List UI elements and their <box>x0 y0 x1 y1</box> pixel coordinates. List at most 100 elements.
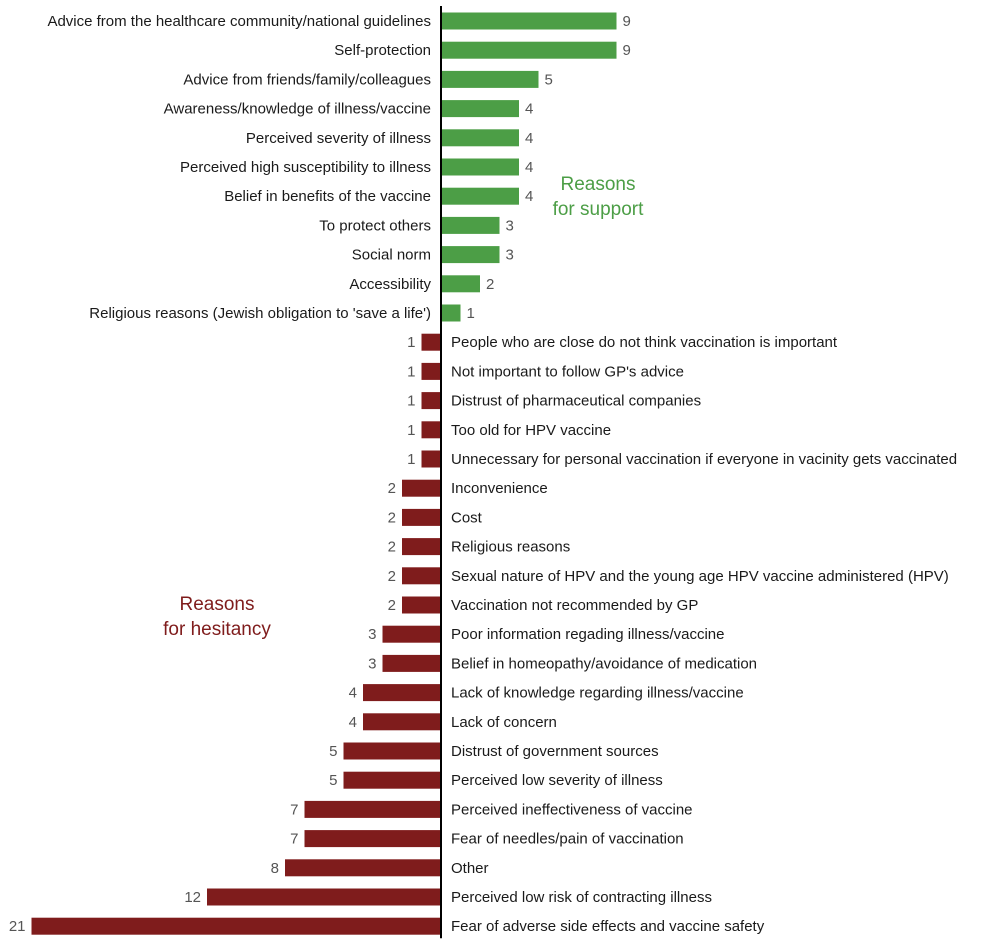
hesitancy-category-label: Vaccination not recommended by GP <box>451 597 698 614</box>
support-group-label-line1: Reasons <box>561 174 636 195</box>
support-category-label: Awareness/knowledge of illness/vaccine <box>164 101 431 118</box>
hesitancy-bar <box>421 333 441 351</box>
support-bar <box>441 12 617 30</box>
hesitancy-category-label: Other <box>451 860 489 877</box>
hesitancy-value-label: 7 <box>290 831 298 848</box>
support-bar <box>441 70 539 88</box>
hesitancy-category-label: Sexual nature of HPV and the young age H… <box>451 568 949 585</box>
bars-layer <box>31 12 617 935</box>
support-bar <box>441 246 500 264</box>
support-category-label: Advice from the healthcare community/nat… <box>47 13 431 30</box>
support-bar <box>441 216 500 234</box>
hesitancy-bar <box>285 859 441 877</box>
hesitancy-category-label: Not important to follow GP's advice <box>451 363 684 380</box>
hesitancy-category-label: Unnecessary for personal vaccination if … <box>451 451 957 468</box>
support-category-label: Perceived severity of illness <box>246 130 431 147</box>
support-value-label: 9 <box>623 13 631 30</box>
hesitancy-bar <box>421 362 441 380</box>
support-bar <box>441 304 461 322</box>
hesitancy-category-label: Perceived low risk of contracting illnes… <box>451 889 712 906</box>
support-category-label: Social norm <box>352 247 431 264</box>
hesitancy-bar <box>363 713 441 731</box>
support-bar <box>441 41 617 59</box>
hesitancy-bar <box>304 830 441 848</box>
hesitancy-category-label: Poor information regading illness/vaccin… <box>451 626 724 643</box>
support-bar <box>441 129 519 147</box>
hesitancy-value-label: 2 <box>388 568 396 585</box>
support-value-label: 3 <box>506 247 514 264</box>
support-value-label: 5 <box>545 71 553 88</box>
support-category-label: Advice from friends/family/colleagues <box>183 71 431 88</box>
hesitancy-bar <box>421 392 441 410</box>
support-bar <box>441 158 519 176</box>
hesitancy-bar <box>382 654 441 672</box>
hesitancy-bar <box>343 771 441 789</box>
hesitancy-bar <box>421 450 441 468</box>
support-group-label-line2: for support <box>553 199 645 220</box>
hesitancy-bar <box>304 800 441 818</box>
hesitancy-category-label: Lack of knowledge regarding illness/vacc… <box>451 685 744 702</box>
support-bar <box>441 100 519 118</box>
hesitancy-value-label: 2 <box>388 509 396 526</box>
hesitancy-value-label: 3 <box>368 626 376 643</box>
hesitancy-value-label: 2 <box>388 480 396 497</box>
labels-layer: Advice from the healthcare community/nat… <box>47 13 957 935</box>
hesitancy-category-label: Cost <box>451 509 483 526</box>
hesitancy-value-label: 3 <box>368 655 376 672</box>
hesitancy-group-label-line2: for hesitancy <box>163 619 271 640</box>
support-category-label: Accessibility <box>349 276 431 293</box>
hesitancy-value-label: 7 <box>290 801 298 818</box>
hesitancy-bar <box>382 625 441 643</box>
hesitancy-group-label-line1: Reasons <box>180 594 255 615</box>
support-value-label: 2 <box>486 276 494 293</box>
support-value-label: 4 <box>525 130 533 147</box>
support-category-label: Belief in benefits of the vaccine <box>224 188 431 205</box>
hesitancy-value-label: 1 <box>407 451 415 468</box>
hesitancy-category-label: Distrust of pharmaceutical companies <box>451 393 701 410</box>
hesitancy-value-label: 2 <box>388 539 396 556</box>
hesitancy-value-label: 1 <box>407 393 415 410</box>
hesitancy-category-label: Perceived ineffectiveness of vaccine <box>451 801 693 818</box>
hesitancy-value-label: 1 <box>407 363 415 380</box>
hesitancy-category-label: Fear of needles/pain of vaccination <box>451 831 684 848</box>
hesitancy-value-label: 5 <box>329 743 337 760</box>
support-bar <box>441 187 519 205</box>
hesitancy-category-label: Religious reasons <box>451 539 570 556</box>
hesitancy-category-label: Distrust of government sources <box>451 743 659 760</box>
hesitancy-category-label: People who are close do not think vaccin… <box>451 334 838 351</box>
hesitancy-category-label: Lack of concern <box>451 714 557 731</box>
hesitancy-bar <box>363 684 441 702</box>
support-value-label: 4 <box>525 188 533 205</box>
hesitancy-bar <box>402 479 441 497</box>
hesitancy-bar <box>343 742 441 760</box>
hesitancy-bar <box>421 421 441 439</box>
hesitancy-bar <box>402 596 441 614</box>
support-category-label: To protect others <box>319 217 431 234</box>
support-bar <box>441 275 480 293</box>
support-value-label: 3 <box>506 217 514 234</box>
support-value-label: 1 <box>467 305 475 322</box>
hesitancy-bar <box>31 917 441 935</box>
hesitancy-value-label: 12 <box>184 889 201 906</box>
hesitancy-value-label: 2 <box>388 597 396 614</box>
hesitancy-category-label: Inconvenience <box>451 480 548 497</box>
hesitancy-category-label: Perceived low severity of illness <box>451 772 663 789</box>
support-value-label: 4 <box>525 101 533 118</box>
hesitancy-category-label: Too old for HPV vaccine <box>451 422 611 439</box>
support-value-label: 9 <box>623 42 631 59</box>
hesitancy-bar <box>402 538 441 556</box>
support-category-label: Self-protection <box>334 42 431 59</box>
hesitancy-category-label: Belief in homeopathy/avoidance of medica… <box>451 655 757 672</box>
hesitancy-value-label: 4 <box>349 714 357 731</box>
hesitancy-value-label: 5 <box>329 772 337 789</box>
hesitancy-value-label: 8 <box>271 860 279 877</box>
hesitancy-category-label: Fear of adverse side effects and vaccine… <box>451 918 765 935</box>
hesitancy-bar <box>402 508 441 526</box>
hesitancy-bar <box>207 888 441 906</box>
hesitancy-value-label: 4 <box>349 685 357 702</box>
support-category-label: Perceived high susceptibility to illness <box>180 159 431 176</box>
hesitancy-value-label: 1 <box>407 334 415 351</box>
support-value-label: 4 <box>525 159 533 176</box>
